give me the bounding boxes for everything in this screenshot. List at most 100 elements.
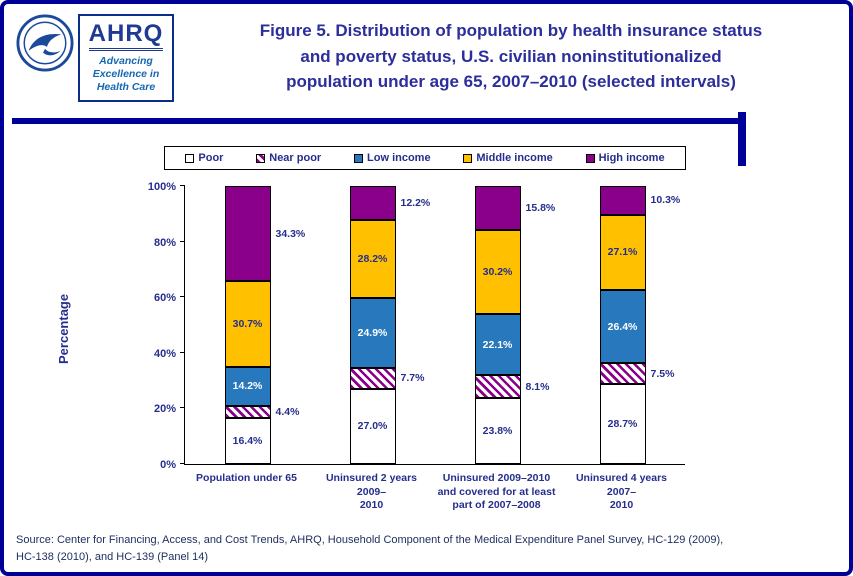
bar-segment-low-income: 14.2%: [224, 366, 271, 407]
category-label: Uninsured 4 years 2007– 2010: [575, 472, 668, 512]
bars-row: 16.4% 4.4% 14.2% 30.7% 34.3% 27.0% 7.7% 24.9% 28…: [185, 186, 685, 464]
ahrq-logo: AHRQ Advancing Excellence in Health Care: [78, 14, 174, 102]
bar-segment-middle-income: 30.2%: [474, 229, 521, 314]
legend-item-high-income: High income: [585, 152, 665, 164]
ahrq-logo-text: AHRQ: [88, 22, 164, 51]
bar-column: 28.7% 7.5% 26.4% 27.1% 10.3%: [560, 186, 685, 464]
bar-value-label: 24.9%: [357, 326, 388, 339]
y-tick-mark: [180, 296, 185, 298]
y-tick-label: 60%: [153, 292, 176, 305]
legend-label: Middle income: [476, 152, 553, 164]
bar-segment-near-poor: 7.7%: [349, 367, 424, 389]
bar-value-label: 23.8%: [482, 424, 513, 437]
bar-value-label: 7.5%: [650, 367, 675, 380]
y-tick-label: 100%: [147, 181, 176, 193]
header-rule: [12, 118, 742, 124]
bar-value-label: 8.1%: [525, 380, 550, 393]
bar-segment-near-poor: 4.4%: [224, 406, 299, 419]
category-labels: Population under 65 Uninsured 2 years 200…: [184, 472, 684, 513]
bar-segment-middle-income: 27.1%: [599, 214, 646, 290]
bar-value-label: 12.2%: [400, 197, 431, 209]
bar-segment-high-income: 12.2%: [349, 186, 430, 220]
legend-label: Low income: [367, 152, 431, 164]
figure-title: Figure 5. Distribution of population by …: [189, 18, 833, 95]
bar-column: 27.0% 7.7% 24.9% 28.2% 12.2%: [310, 186, 435, 464]
bar-segment-high-income: 15.8%: [474, 186, 555, 230]
bar-segment-middle-income: 28.2%: [349, 219, 396, 299]
y-tick-mark: [180, 463, 185, 464]
legend-item-near-poor: Near poor: [256, 152, 321, 164]
ahrq-tagline: Advancing Excellence in Health Care: [93, 55, 160, 94]
bar-value-label: 15.8%: [525, 201, 556, 214]
stacked-bar: 27.0% 7.7% 24.9% 28.2% 12.2%: [349, 186, 430, 464]
source-note: Source: Center for Financing, Access, an…: [16, 532, 723, 565]
bar-segment-poor: 23.8%: [474, 397, 521, 464]
bar-column: 23.8% 8.1% 22.1% 30.2% 15.8%: [435, 186, 560, 464]
stacked-bar: 23.8% 8.1% 22.1% 30.2% 15.8%: [474, 186, 555, 464]
category-label: Uninsured 2 years 2009– 2010: [325, 472, 418, 512]
bar-value-label: 22.1%: [482, 338, 513, 351]
y-tick-label: 20%: [153, 403, 176, 416]
y-tick-label: 0%: [160, 459, 176, 471]
bar-value-label: 26.4%: [607, 320, 638, 333]
ahrq-tagline-line: Advancing: [99, 55, 153, 67]
bar-segment-near-poor: 7.5%: [599, 363, 674, 385]
bar-column: 16.4% 4.4% 14.2% 30.7% 34.3%: [185, 186, 310, 464]
plot-area: 0% 20% 40% 60% 80% 100% 16.4% 4.4% 14.2% 30.7% 34.…: [148, 181, 685, 471]
header-rule-accent: [738, 112, 746, 166]
y-tick-mark: [180, 240, 185, 242]
bar-value-label: 30.7%: [232, 318, 263, 331]
bar-segment-high-income: 10.3%: [599, 186, 680, 215]
figure-title-line: and poverty status, U.S. civilian nonins…: [300, 46, 722, 66]
bar-value-label: 16.4%: [232, 435, 263, 448]
bar-segment-poor: 28.7%: [599, 384, 646, 464]
category-label: Uninsured 2009–2010 and covered for at l…: [437, 472, 556, 512]
bar-segment-poor: 27.0%: [349, 388, 396, 464]
ahrq-tagline-line: Excellence in: [92, 68, 160, 81]
hhs-logo: [16, 14, 74, 77]
category-label: Population under 65: [196, 472, 297, 484]
legend-label: High income: [598, 152, 665, 164]
bar-segment-near-poor: 8.1%: [474, 375, 549, 398]
bar-value-label: 4.4%: [275, 406, 300, 419]
legend-label: Near poor: [269, 152, 322, 164]
bar-segment-middle-income: 30.7%: [224, 281, 271, 367]
bar-value-label: 27.1%: [607, 246, 638, 259]
legend-item-middle-income: Middle income: [463, 152, 553, 164]
figure-title-line: Figure 5. Distribution of population by …: [259, 21, 763, 40]
source-line: Source: Center for Financing, Access, an…: [16, 534, 724, 546]
hhs-eagle-icon: [16, 14, 74, 72]
bar-value-label: 28.2%: [357, 253, 388, 266]
y-tick-mark: [180, 185, 185, 186]
bar-value-label: 34.3%: [275, 227, 306, 240]
bar-value-label: 30.2%: [482, 265, 513, 278]
y-tick-label: 40%: [153, 347, 176, 360]
stacked-bar: 16.4% 4.4% 14.2% 30.7% 34.3%: [224, 186, 305, 464]
bar-segment-low-income: 22.1%: [474, 313, 521, 376]
bar-value-label: 28.7%: [607, 418, 638, 431]
legend-label: Poor: [198, 152, 224, 164]
stacked-bar: 28.7% 7.5% 26.4% 27.1% 10.3%: [599, 186, 680, 464]
bar-segment-poor: 16.4%: [224, 418, 271, 464]
legend-swatch-near-poor: [256, 153, 266, 163]
ahrq-tagline-line: Health Care: [96, 81, 156, 94]
y-axis-title: Percentage: [56, 293, 71, 364]
bar-value-label: 14.2%: [232, 380, 263, 393]
figure-title-line: population under age 65, 2007–2010 (sele…: [286, 72, 736, 91]
legend-item-poor: Poor: [185, 152, 223, 164]
legend-swatch-low-income: [354, 153, 364, 163]
bar-value-label: 10.3%: [650, 194, 681, 207]
y-tick-label: 80%: [153, 236, 176, 249]
bar-segment-low-income: 24.9%: [349, 298, 396, 368]
y-tick-mark: [180, 407, 185, 409]
source-line: HC-138 (2010), and HC-139 (Panel 14): [16, 550, 208, 563]
legend-swatch-high-income: [585, 153, 595, 163]
bar-segment-low-income: 26.4%: [599, 289, 646, 364]
legend-swatch-middle-income: [463, 153, 473, 163]
legend-item-low-income: Low income: [354, 152, 431, 164]
chart-legend: Poor Near poor Low income Middle income High…: [164, 146, 686, 170]
bar-value-label: 7.7%: [400, 372, 425, 385]
y-tick-mark: [180, 351, 185, 353]
bar-segment-high-income: 34.3%: [224, 186, 305, 282]
